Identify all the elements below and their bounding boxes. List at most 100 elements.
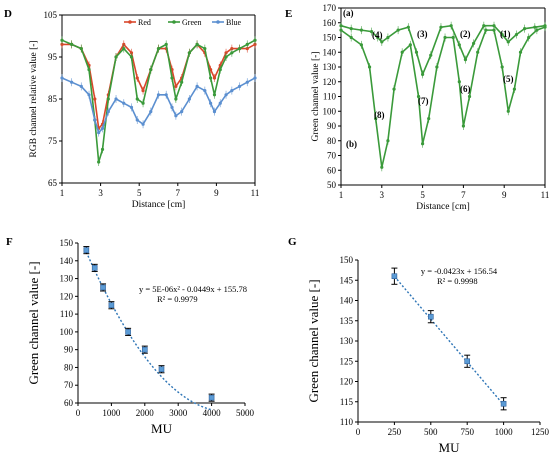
annotation-label: (8): [374, 110, 385, 120]
trendline-equation: y = 5E-06x² - 0.0449x + 155.78: [139, 284, 247, 294]
y-tick-label: 140: [323, 47, 337, 57]
data-point: [83, 247, 90, 253]
data-point: [70, 80, 74, 84]
data-point: [506, 40, 510, 44]
legend-marker: [172, 20, 176, 24]
y-tick-label: 130: [60, 274, 74, 284]
x-tick-label: 9: [214, 188, 219, 198]
y-tick-label: 60: [64, 398, 74, 408]
data-point: [245, 42, 249, 47]
data-point: [500, 32, 504, 37]
data-point: [349, 35, 353, 40]
y-tick-label: 120: [323, 77, 337, 87]
data-point: [253, 38, 257, 42]
data-point: [237, 47, 242, 51]
trendline: [393, 275, 505, 406]
data-point: [224, 93, 228, 97]
data-point: [91, 265, 98, 271]
data-point: [187, 51, 191, 55]
data-point: [514, 32, 519, 37]
y-tick-label: 80: [327, 136, 337, 146]
x-tick-label: 11: [251, 188, 260, 198]
data-point: [108, 302, 115, 309]
data-point: [408, 43, 412, 47]
x-tick-label: 5: [137, 188, 142, 198]
data-point: [203, 47, 207, 51]
data-point: [122, 47, 126, 51]
trendline-equation: y = -0.0423x + 156.54: [421, 266, 498, 276]
data-point: [391, 273, 398, 280]
data-point: [237, 84, 242, 88]
data-point: [224, 55, 228, 59]
data-point: [87, 68, 91, 72]
panel-letter-f: F: [6, 236, 13, 248]
data-point: [349, 27, 353, 31]
y-tick-label: 50: [327, 180, 337, 190]
series-line-red: [62, 43, 256, 131]
data-point: [339, 28, 343, 32]
y-tick-label: 105: [44, 10, 58, 20]
data-point: [106, 110, 110, 114]
data-point: [212, 110, 217, 114]
data-point: [359, 43, 363, 47]
data-point: [535, 28, 539, 32]
data-point: [386, 139, 390, 143]
y-tick-label: 160: [323, 18, 337, 28]
data-point: [158, 366, 165, 373]
data-point: [170, 105, 174, 109]
data-point: [209, 101, 213, 105]
data-point: [209, 76, 213, 80]
data-point: [129, 51, 134, 55]
y-tick-label: 85: [48, 94, 58, 104]
data-point: [467, 94, 472, 99]
data-point: [164, 93, 168, 97]
data-point: [472, 41, 476, 46]
data-point: [386, 35, 390, 40]
x-tick-label: 0: [76, 408, 81, 418]
data-point: [421, 72, 425, 76]
data-point: [492, 24, 496, 28]
y-tick-label: 120: [340, 377, 354, 387]
data-point: [230, 89, 234, 93]
data-point: [392, 87, 396, 91]
chart-panel-g: 0 250 500 750 1000 1250 110 115 120 125 130 135 140 1…: [306, 255, 550, 455]
series-line-trace-2: [340, 26, 546, 168]
x-tick-label: 1: [60, 188, 65, 198]
data-point: [421, 142, 425, 146]
data-point: [122, 42, 126, 47]
data-point: [135, 118, 139, 122]
data-point: [203, 89, 207, 93]
x-tick-label: 4000: [203, 408, 222, 418]
data-point: [439, 25, 443, 29]
legend-label: Blue: [226, 18, 242, 27]
data-point: [476, 50, 480, 54]
y-axis-label: Green channel value [-]: [311, 52, 321, 142]
data-point: [218, 101, 222, 105]
data-point: [114, 55, 118, 59]
data-point: [141, 101, 145, 105]
data-point: [156, 47, 161, 51]
data-point: [174, 97, 178, 101]
data-point: [427, 117, 431, 121]
data-point: [506, 109, 510, 113]
y-tick-label: 150: [323, 33, 337, 43]
data-point: [208, 394, 215, 401]
y-tick-label: 100: [60, 327, 74, 337]
x-tick-label: 5000: [236, 408, 255, 418]
data-point: [129, 105, 134, 109]
chart-panel-f: 0 1000 2000 3000 4000 5000 60 70 80 90 100 110 120 13…: [26, 238, 255, 436]
data-point: [457, 43, 461, 47]
data-point: [464, 358, 471, 365]
data-point: [93, 118, 97, 122]
data-point: [87, 93, 91, 97]
series-line-blue: [61, 77, 256, 135]
data-point: [533, 25, 537, 29]
data-point: [429, 53, 433, 57]
data-point: [435, 65, 439, 69]
data-point: [100, 147, 105, 151]
data-point: [141, 122, 145, 126]
data-point: [135, 76, 139, 80]
x-axis-label: Distance [cm]: [416, 202, 470, 212]
y-tick-label: 110: [60, 309, 74, 319]
